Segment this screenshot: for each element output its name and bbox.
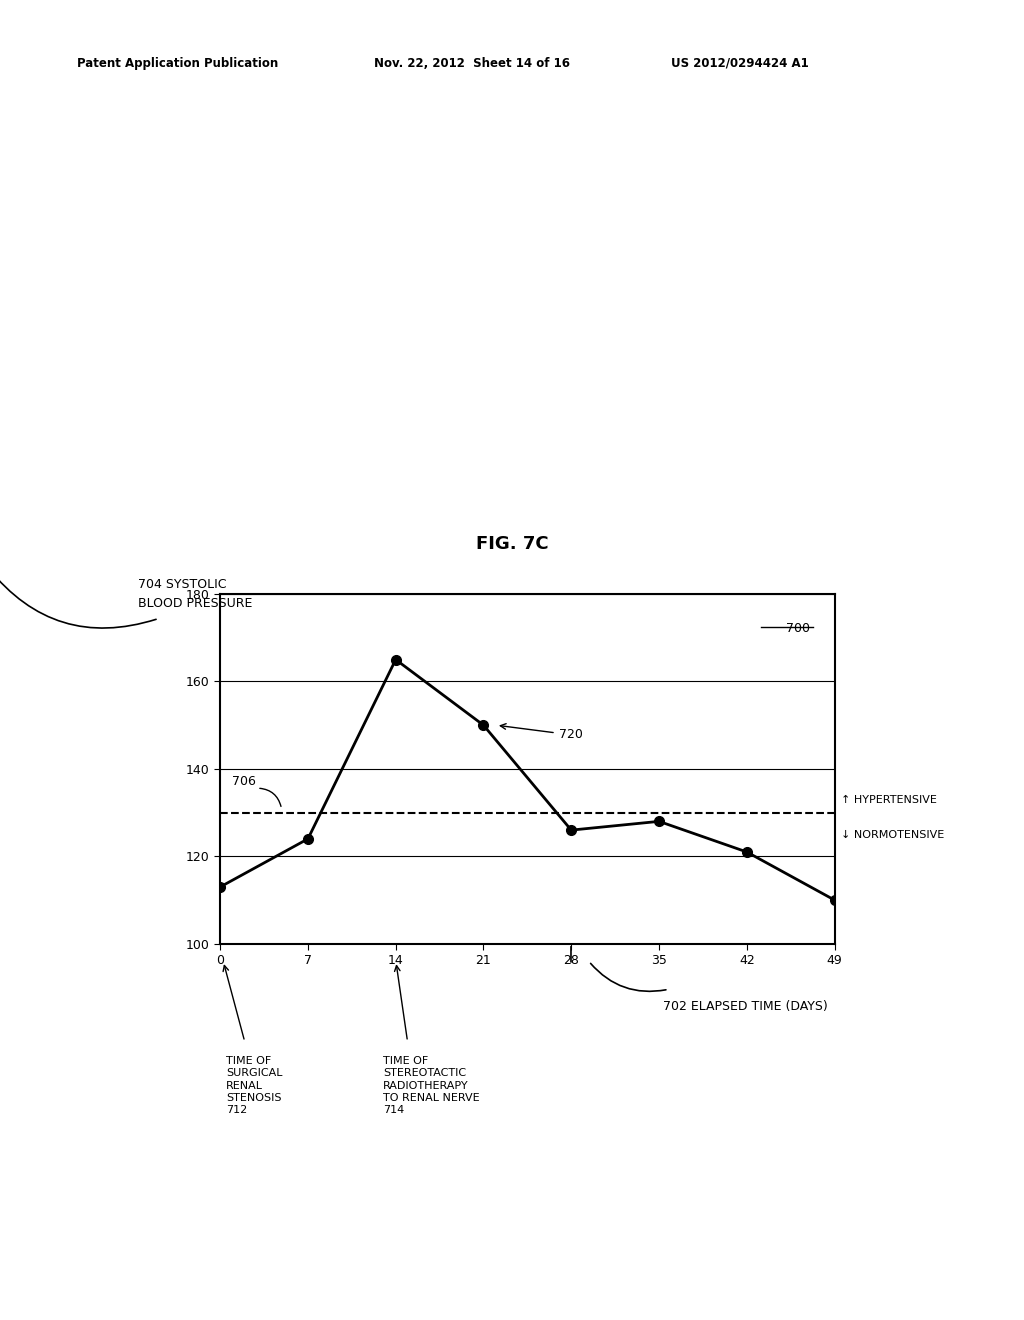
Text: 706: 706 (232, 775, 256, 788)
Text: TIME OF
SURGICAL
RENAL
STENOSIS
712: TIME OF SURGICAL RENAL STENOSIS 712 (226, 1056, 283, 1115)
Text: ↓ NORMOTENSIVE: ↓ NORMOTENSIVE (841, 829, 944, 840)
Text: BLOOD PRESSURE: BLOOD PRESSURE (138, 597, 253, 610)
Text: 702 ELAPSED TIME (DAYS): 702 ELAPSED TIME (DAYS) (663, 999, 827, 1012)
Text: TIME OF
STEREOTACTIC
RADIOTHERAPY
TO RENAL NERVE
714: TIME OF STEREOTACTIC RADIOTHERAPY TO REN… (383, 1056, 479, 1115)
Text: FIG. 7C: FIG. 7C (476, 535, 548, 553)
Text: ↑ HYPERTENSIVE: ↑ HYPERTENSIVE (841, 795, 937, 804)
Text: Patent Application Publication: Patent Application Publication (77, 57, 279, 70)
Text: 700: 700 (786, 622, 810, 635)
Text: Nov. 22, 2012  Sheet 14 of 16: Nov. 22, 2012 Sheet 14 of 16 (374, 57, 569, 70)
Text: 720: 720 (501, 723, 583, 742)
Text: 704 SYSTOLIC: 704 SYSTOLIC (138, 578, 226, 591)
Text: US 2012/0294424 A1: US 2012/0294424 A1 (671, 57, 809, 70)
